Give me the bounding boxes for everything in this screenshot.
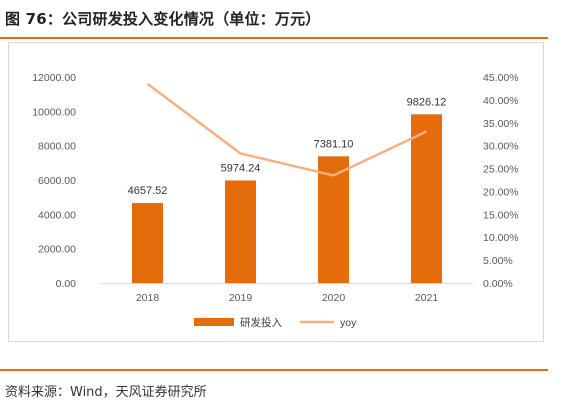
yoy-line: [146, 82, 428, 177]
bar-data-label: 5974.24: [221, 162, 261, 174]
right-axis-tick-label: 5.00%: [483, 255, 513, 267]
right-axis-tick-label: 40.00%: [483, 95, 519, 107]
legend-bar-label: 研发投入: [240, 316, 282, 329]
legend-line-label: yoy: [340, 317, 357, 329]
bar-2020: [318, 156, 349, 283]
figure-title: 图 76：公司研发投入变化情况（单位：万元）: [5, 10, 321, 28]
left-axis-tick-label: 2000.00: [38, 244, 76, 256]
right-axis-tick-label: 0.00%: [483, 278, 513, 290]
title-rule: [0, 37, 548, 39]
chart-svg: 0.00 2000.00 4000.00 6000.00 8000.00 10000.00…: [32, 72, 519, 329]
left-axis-tick-label: 0.00: [56, 278, 77, 290]
x-axis-tick-label: 2019: [229, 292, 253, 304]
left-axis-tick-label: 6000.00: [38, 175, 76, 187]
left-axis-tick-label: 8000.00: [38, 141, 76, 153]
left-axis-tick-label: 10000.00: [32, 106, 76, 118]
left-axis-tick-label: 4000.00: [38, 209, 76, 221]
x-axis-tick-label: 2021: [415, 292, 439, 304]
x-axis-tick-label: 2018: [136, 292, 160, 304]
right-axis-tick-label: 25.00%: [483, 164, 519, 176]
source-rule: [0, 369, 548, 371]
bar-data-label: 4657.52: [128, 185, 168, 197]
left-axis-tick-label: 12000.00: [32, 72, 76, 84]
chart-container: 0.00 2000.00 4000.00 6000.00 8000.00 10000.00…: [8, 42, 544, 342]
x-axis-tick-label: 2020: [322, 292, 346, 304]
right-axis-tick-label: 10.00%: [483, 232, 519, 244]
right-axis-tick-label: 35.00%: [483, 118, 519, 130]
bar-data-label: 9826.12: [407, 96, 447, 108]
right-axis-tick-label: 45.00%: [483, 72, 519, 84]
right-axis-tick-label: 15.00%: [483, 209, 519, 221]
bar-data-label: 7381.10: [314, 138, 354, 150]
right-axis-tick-label: 20.00%: [483, 186, 519, 198]
bar-2019: [225, 180, 256, 283]
legend-bar-swatch: [194, 318, 234, 326]
bar-2021: [411, 114, 442, 284]
right-axis-tick-label: 30.00%: [483, 141, 519, 153]
bar-2018: [132, 203, 163, 283]
source-note: 资料来源：Wind，天风证券研究所: [5, 385, 207, 400]
